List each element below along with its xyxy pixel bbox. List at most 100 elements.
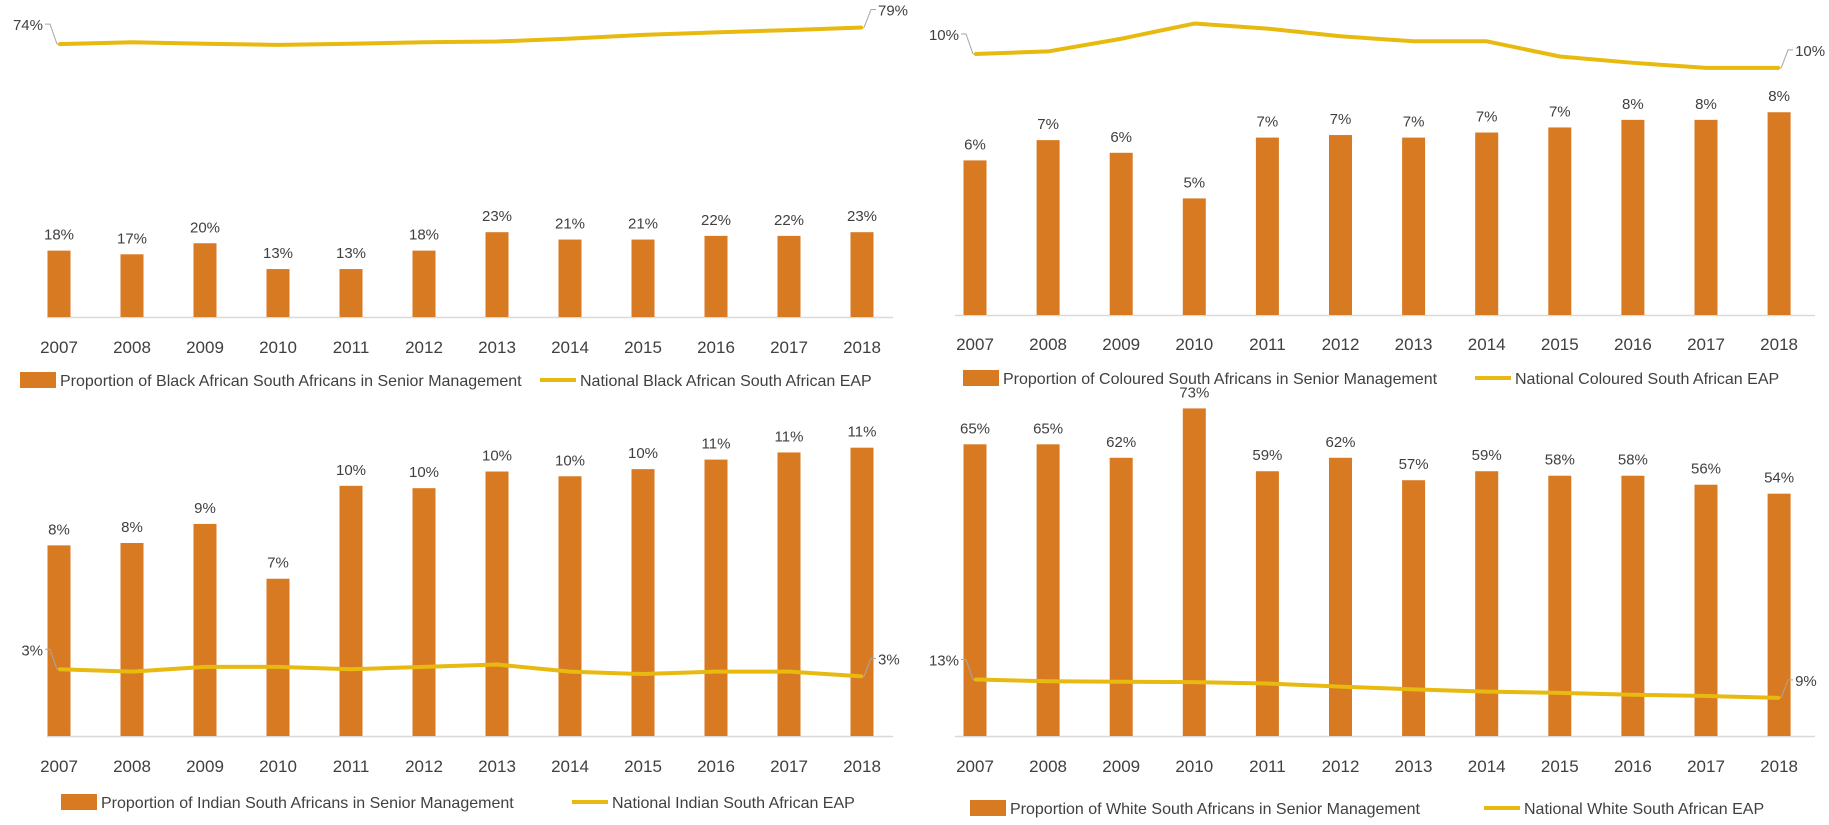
eap-point-2008 (1047, 680, 1050, 683)
x-tick-2014: 2014 (1468, 335, 1506, 354)
bar-2018 (851, 232, 874, 317)
eap-point-2011 (350, 42, 353, 45)
legend-bar-swatch (970, 800, 1006, 816)
bar-2008 (121, 254, 144, 317)
x-tick-2016: 2016 (697, 338, 735, 357)
eap-point-2009 (204, 665, 207, 668)
eap-start-label: 10% (929, 27, 959, 44)
eap-point-2018 (1778, 66, 1781, 69)
bar-2008 (1037, 140, 1060, 315)
bar-2010 (267, 269, 290, 317)
eap-point-2010 (1193, 681, 1196, 684)
data-label-2014: 7% (1476, 109, 1498, 126)
x-tick-2016: 2016 (697, 757, 735, 776)
eap-line (975, 679, 1779, 697)
x-tick-2010: 2010 (1175, 335, 1213, 354)
data-label-2011: 7% (1257, 114, 1279, 131)
x-tick-2018: 2018 (843, 757, 881, 776)
data-label-2014: 59% (1472, 447, 1502, 464)
bar-2017 (1695, 485, 1718, 736)
eap-point-2009 (1120, 37, 1123, 40)
x-tick-2012: 2012 (405, 757, 443, 776)
eap-point-2013 (496, 40, 499, 43)
x-tick-2007: 2007 (40, 338, 78, 357)
legend-line-label: National Black African South African EAP (580, 373, 872, 390)
eap-point-2012 (1339, 35, 1342, 38)
x-tick-2010: 2010 (1175, 757, 1213, 776)
x-tick-2011: 2011 (1249, 757, 1286, 776)
eap-start-label: 3% (21, 642, 43, 659)
eap-point-2013 (1412, 40, 1415, 43)
data-label-2012: 10% (409, 464, 439, 481)
bar-2010 (1183, 408, 1206, 736)
legend-line-label: National Coloured South African EAP (1515, 371, 1779, 388)
bar-2009 (1110, 458, 1133, 736)
bar-2014 (1475, 471, 1498, 736)
legend-line-label: National White South African EAP (1524, 801, 1764, 818)
eap-point-2018 (861, 675, 864, 678)
x-tick-2018: 2018 (1760, 335, 1798, 354)
bar-2012 (1329, 135, 1352, 315)
bar-2007 (48, 251, 71, 317)
legend-bar-label: Proportion of Black African South Africa… (60, 373, 522, 390)
data-label-2010: 7% (267, 555, 289, 572)
x-tick-2009: 2009 (1102, 335, 1140, 354)
bar-2008 (1037, 444, 1060, 736)
bar-2016 (705, 460, 728, 736)
eap-point-2014 (1485, 690, 1488, 693)
eap-point-2014 (1485, 40, 1488, 43)
eap-line (59, 665, 862, 677)
data-label-2012: 18% (409, 227, 439, 244)
x-tick-2013: 2013 (1395, 757, 1433, 776)
x-tick-2008: 2008 (113, 757, 151, 776)
eap-point-2017 (788, 670, 791, 673)
data-label-2014: 21% (555, 216, 585, 233)
start-label-leader (45, 24, 57, 44)
x-tick-2018: 2018 (843, 338, 881, 357)
data-label-2007: 6% (964, 136, 986, 153)
eap-point-2011 (1266, 27, 1269, 30)
eap-point-2007 (58, 43, 61, 46)
bar-2009 (1110, 153, 1133, 315)
bar-2013 (486, 472, 509, 736)
bar-2014 (559, 476, 582, 736)
eap-point-2010 (277, 665, 280, 668)
bar-2016 (705, 236, 728, 317)
legend-bar-label: Proportion of Coloured South Africans in… (1003, 371, 1438, 388)
data-label-2011: 59% (1252, 447, 1282, 464)
x-tick-2015: 2015 (1541, 335, 1579, 354)
eap-point-2016 (1631, 61, 1634, 64)
bar-2015 (1548, 127, 1571, 315)
x-tick-2007: 2007 (956, 757, 994, 776)
eap-point-2007 (974, 678, 977, 681)
eap-point-2015 (642, 33, 645, 36)
eap-point-2009 (204, 42, 207, 45)
bar-2012 (413, 488, 436, 736)
data-label-2009: 6% (1110, 129, 1132, 146)
x-tick-2018: 2018 (1760, 757, 1798, 776)
x-tick-2016: 2016 (1614, 335, 1652, 354)
x-tick-2017: 2017 (1687, 335, 1725, 354)
start-label-leader (961, 34, 973, 54)
eap-point-2010 (1193, 22, 1196, 25)
eap-point-2011 (350, 668, 353, 671)
bar-2009 (194, 243, 217, 317)
eap-point-2017 (1705, 695, 1708, 698)
eap-end-label: 9% (1795, 673, 1817, 690)
data-label-2017: 56% (1691, 461, 1721, 478)
bar-2015 (1548, 476, 1571, 736)
x-tick-2007: 2007 (40, 757, 78, 776)
data-label-2007: 18% (44, 227, 74, 244)
x-tick-2010: 2010 (259, 338, 297, 357)
data-label-2007: 65% (960, 420, 990, 437)
x-tick-2008: 2008 (1029, 757, 1067, 776)
end-label-leader (1781, 50, 1793, 68)
eap-point-2018 (861, 26, 864, 29)
x-tick-2012: 2012 (1322, 757, 1360, 776)
x-tick-2014: 2014 (551, 338, 589, 357)
bar-2009 (194, 524, 217, 736)
data-label-2010: 13% (263, 245, 293, 262)
x-tick-2012: 2012 (405, 338, 443, 357)
x-tick-2012: 2012 (1322, 335, 1360, 354)
